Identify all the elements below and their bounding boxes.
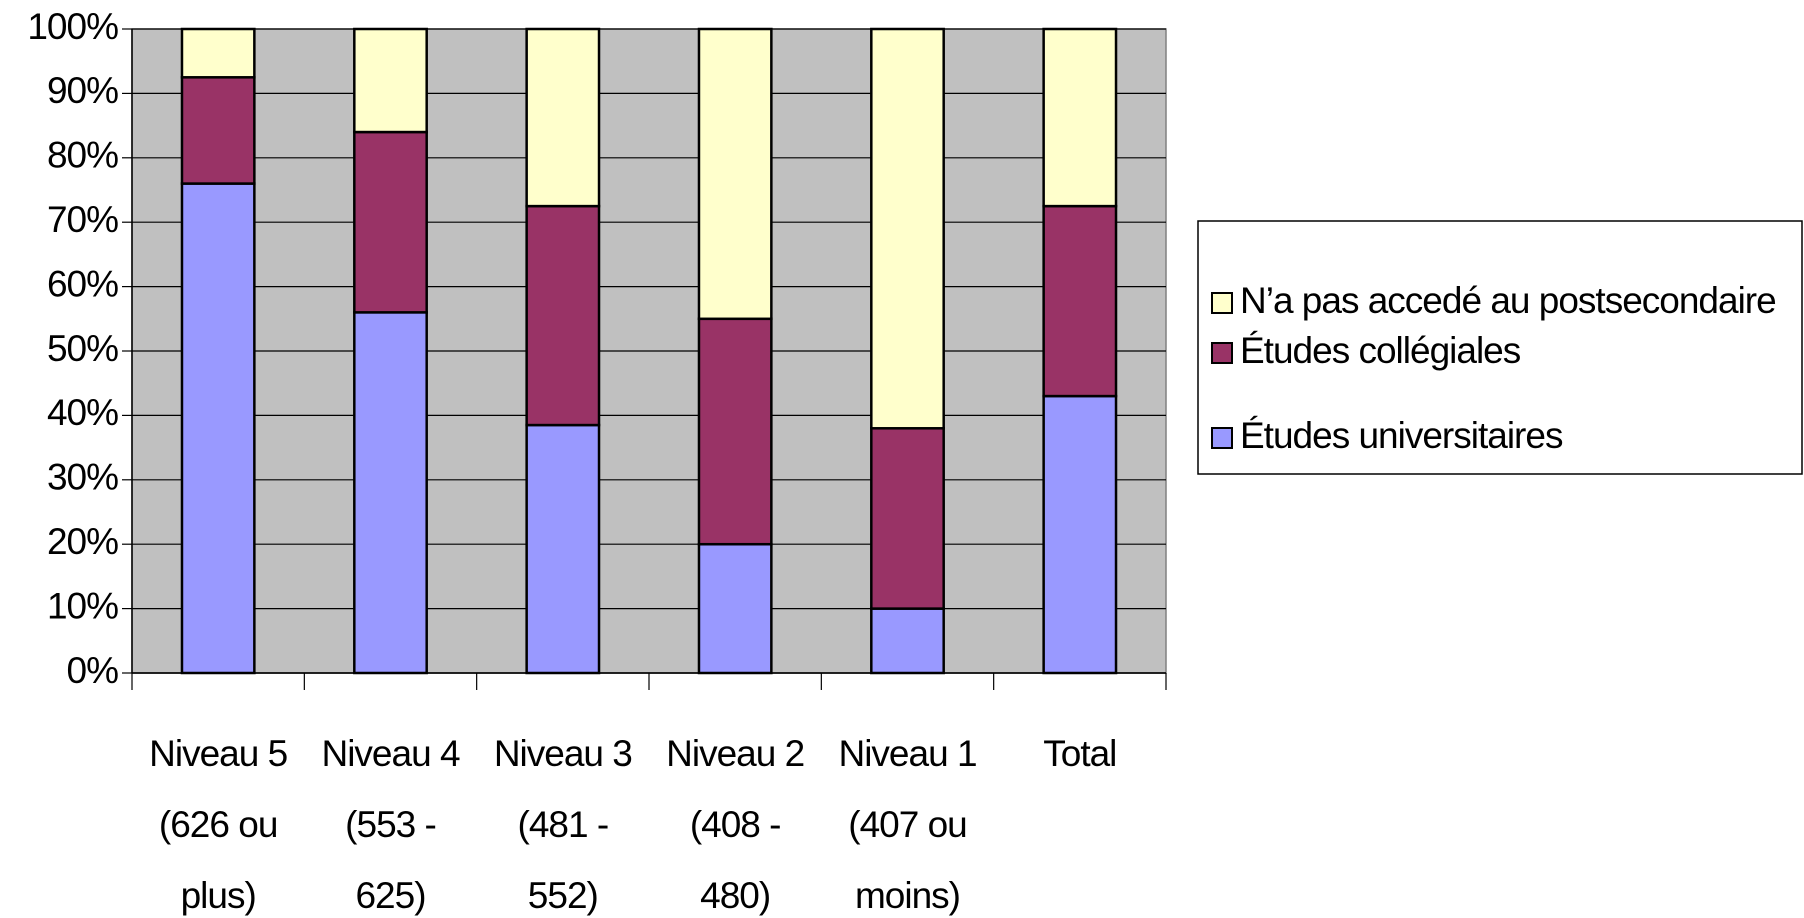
x-tick-label: 552) (528, 875, 598, 916)
y-tick-label: 50% (47, 328, 118, 369)
legend-label: N’a pas accedé au postsecondaire (1240, 280, 1776, 321)
legend-swatch (1211, 292, 1233, 314)
x-tick-label: (481 - (518, 804, 609, 845)
y-tick-label: 40% (47, 392, 118, 433)
x-tick-label: 625) (355, 875, 425, 916)
bar-segment (697, 27, 773, 321)
bar-segment (525, 423, 601, 675)
bar-segment (180, 27, 256, 79)
bar-segment (180, 182, 256, 675)
bar-segment (1042, 394, 1118, 675)
bar-segment (353, 130, 428, 314)
y-tick-label: 70% (47, 199, 118, 240)
legend-swatch (1211, 342, 1233, 364)
bar-segment (353, 27, 428, 134)
legend (1197, 220, 1803, 475)
x-tick-label: 480) (700, 875, 770, 916)
bar-segment (1042, 27, 1118, 208)
x-tick-label: plus) (181, 875, 256, 916)
bar-segment (180, 76, 256, 185)
bar-segment (525, 27, 601, 208)
x-tick-label: Total (1043, 733, 1116, 774)
legend-swatch (1211, 427, 1233, 449)
y-tick-label: 20% (47, 521, 118, 562)
legend-label: Études universitaires (1240, 415, 1563, 456)
y-tick-label: 10% (47, 585, 118, 626)
bar-segment (525, 204, 601, 427)
bar-segment (870, 607, 945, 675)
bar-segment (697, 542, 773, 675)
y-tick-label: 80% (47, 135, 118, 176)
bar-segment (1042, 204, 1118, 398)
y-tick-label: 100% (27, 6, 118, 47)
x-tick-label: Niveau 5 (149, 733, 287, 774)
bar-segment (353, 311, 428, 675)
x-tick-label: (626 ou (159, 804, 278, 845)
bar-segment (870, 427, 945, 610)
x-tick-label: (553 - (345, 804, 436, 845)
x-tick-label: (408 - (690, 804, 781, 845)
bar-segment (870, 27, 945, 430)
x-tick-label: (407 ou (848, 804, 967, 845)
y-tick-label: 30% (47, 457, 118, 498)
x-tick-label: Niveau 2 (666, 733, 804, 774)
y-tick-label: 90% (47, 70, 118, 111)
x-tick-label: Niveau 3 (494, 733, 632, 774)
y-tick-label: 60% (47, 263, 118, 304)
bar-segment (697, 317, 773, 546)
x-tick-label: Niveau 4 (321, 733, 459, 774)
y-tick-label: 0% (67, 650, 119, 691)
x-tick-label: moins) (855, 875, 960, 916)
x-tick-label: Niveau 1 (838, 733, 976, 774)
legend-label: Études collégiales (1240, 330, 1521, 371)
